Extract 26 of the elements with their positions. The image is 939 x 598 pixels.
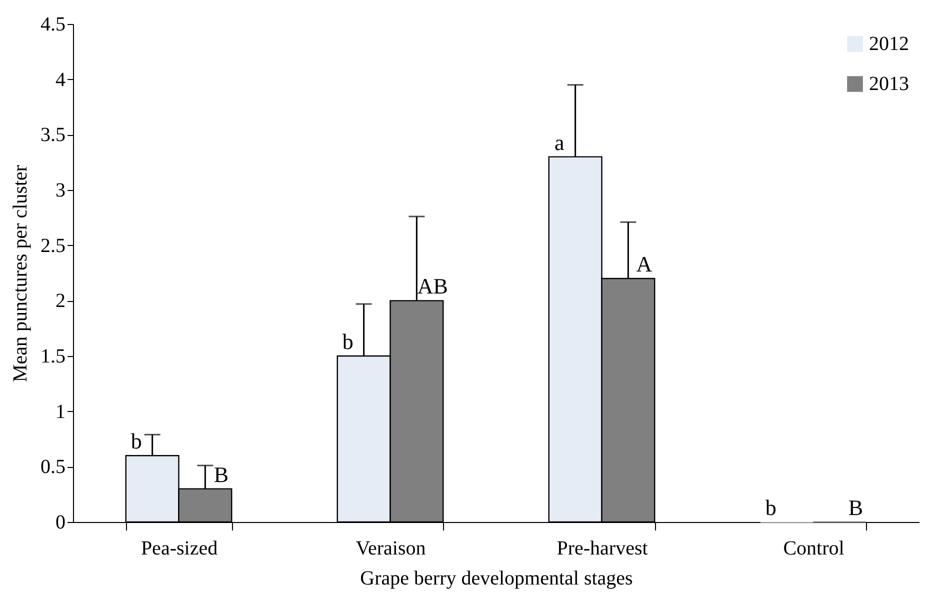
y-tick-label: 1 bbox=[56, 400, 66, 423]
data-label: AB bbox=[417, 274, 448, 299]
data-label: B bbox=[214, 462, 229, 487]
y-tick-label: 3 bbox=[56, 180, 66, 202]
y-axis-title: Mean punctures per cluster bbox=[10, 164, 32, 382]
y-tick-label: 0 bbox=[56, 512, 66, 534]
data-label: b bbox=[765, 495, 776, 520]
x-tick-label: Pre-harvest bbox=[556, 538, 648, 560]
data-label: b bbox=[342, 329, 354, 354]
y-tick-label: 1.5 bbox=[40, 346, 66, 368]
y-tick-label: 0.5 bbox=[40, 456, 66, 478]
y-tick-label: 3.5 bbox=[40, 124, 66, 146]
data-label: b bbox=[130, 428, 142, 454]
y-tick-label: 2.5 bbox=[40, 234, 66, 257]
x-axis-title: Grape berry developmental stages bbox=[360, 568, 634, 590]
data-label: B bbox=[848, 495, 864, 520]
legend-label: 2013 bbox=[869, 73, 909, 95]
y-tick-label: 4 bbox=[56, 68, 66, 91]
legend-label: 2012 bbox=[869, 33, 909, 55]
data-label: a bbox=[554, 130, 564, 155]
x-tick-label: Control bbox=[783, 538, 845, 560]
data-label: A bbox=[636, 252, 652, 277]
x-tick-label: Veraison bbox=[356, 538, 426, 560]
y-tick-label: 4.5 bbox=[40, 14, 66, 36]
y-tick-label: 2 bbox=[56, 290, 66, 312]
x-tick-label: Pea-sized bbox=[140, 538, 218, 560]
